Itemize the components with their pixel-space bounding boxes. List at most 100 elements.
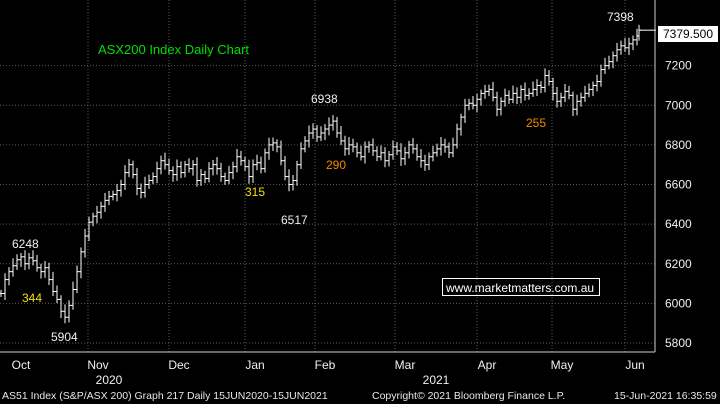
ohlc-bar [527,88,531,100]
ohlc-bar [107,190,111,206]
ohlc-bar [167,158,171,175]
ohlc-bar [375,146,379,162]
ohlc-bar [203,170,207,184]
ohlc-bar [591,81,595,97]
ohlc-bar [139,183,143,199]
ohlc-bar [151,172,155,185]
x-month-label: Apr [478,358,497,372]
ohlc-bar [335,116,339,138]
y-tick-label: 6800 [665,138,692,152]
y-tick-label: 6000 [665,296,692,310]
ohlc-bar [483,84,487,99]
ohlc-bar [287,169,291,192]
ohlc-bar [135,167,139,196]
y-tick-label: 6200 [665,257,692,271]
ohlc-bar [143,176,147,198]
x-month-label: Feb [315,358,336,372]
ohlc-bar [59,295,63,319]
ohlc-bar [215,157,219,175]
y-tick-label: 6400 [665,217,692,231]
ohlc-bar [491,81,495,102]
x-month-label: Jan [245,358,264,372]
ohlc-bar [423,154,427,171]
x-month-label: Jun [625,358,644,372]
ohlc-bar [183,161,187,178]
ohlc-bar [539,81,543,94]
ohlc-bar [487,84,491,97]
ohlc-bar [39,263,43,279]
ohlc-bar [575,94,579,116]
ohlc-bar [427,152,431,171]
annotation-6248: 6248 [12,237,39,251]
x-year-label: 2020 [96,373,123,387]
ohlc-bar [471,95,475,110]
footer-left: AS51 Index (S&P/ASX 200) Graph 217 Daily… [2,390,328,402]
ohlc-bar [459,113,463,136]
x-year-label: 2021 [423,373,450,387]
ohlc-bar [291,174,295,191]
ohlc-bar [195,157,199,187]
ohlc-bar [443,138,447,153]
ohlc-bar [519,85,523,104]
ohlc-bar [119,179,123,197]
ohlc-bar [499,97,503,116]
ohlc-bar [635,28,639,46]
annotation-6938: 6938 [311,92,338,106]
x-month-label: May [551,358,574,372]
ohlc-bar [47,262,51,285]
ohlc-bar [303,136,307,153]
ohlc-bar [159,155,163,175]
ohlc-bar [559,92,563,107]
ohlc-bar [111,190,115,201]
ohlc-bar [371,138,375,156]
ohlc-bar [359,145,363,161]
ohlc-bar [395,142,399,155]
ohlc-bar [619,40,623,55]
y-tick-labels: 5800 6000 6200 6400 6600 6800 7000 7200 [665,59,692,350]
ohlc-bar [551,77,555,101]
annotation-315: 315 [245,185,266,199]
ohlc-bar [419,149,423,168]
ohlc-bar [255,154,259,171]
ohlc-bar [535,79,539,96]
ohlc-bar [75,265,79,294]
ohlc-bar [347,136,351,155]
ohlc-bar [323,124,327,141]
ohlc-bar [147,174,151,189]
ohlc-bar [599,64,603,87]
ohlc-bar [515,87,519,105]
annotation-290: 290 [326,158,347,172]
x-tick-labels: Oct Nov Dec Jan Feb Mar Apr May Jun 2020 2021 [12,358,645,387]
ohlc-bar [587,83,591,98]
ohlc-bar [391,140,395,160]
ohlc-bar [223,172,227,185]
ohlc-bar [447,142,451,158]
ohlc-bar [627,37,631,55]
ohlc-bar [631,35,635,51]
ohlc-bar [259,156,263,174]
ohlc-bar [383,147,387,168]
ohlc-bar [611,51,615,69]
ohlc-bar [563,84,567,103]
ohlc-bar [339,126,343,145]
ohlc-bar [275,139,279,153]
ohlc-bar [63,304,67,324]
ohlc-bar [319,126,323,142]
ohlc-bar [103,193,107,212]
ohlc-bar [19,253,23,267]
ohlc-bar [267,137,271,160]
ohlc-bar [155,161,159,184]
ohlc-bar [31,250,35,266]
ohlc-bar [407,140,411,159]
x-month-label: Nov [87,358,108,372]
ohlc-bar [315,125,319,142]
y-tick-label: 7200 [665,59,692,73]
ohlc-bar [127,158,131,178]
ohlc-bar [455,123,459,149]
footer-middle: Copyright© 2021 Bloomberg Finance L.P. [372,390,566,402]
ohlc-bar [431,145,435,162]
y-tick-label: 7000 [665,98,692,112]
x-month-label: Oct [12,358,31,372]
ohlc-bar [343,135,347,156]
ohlc-bar [51,271,55,297]
